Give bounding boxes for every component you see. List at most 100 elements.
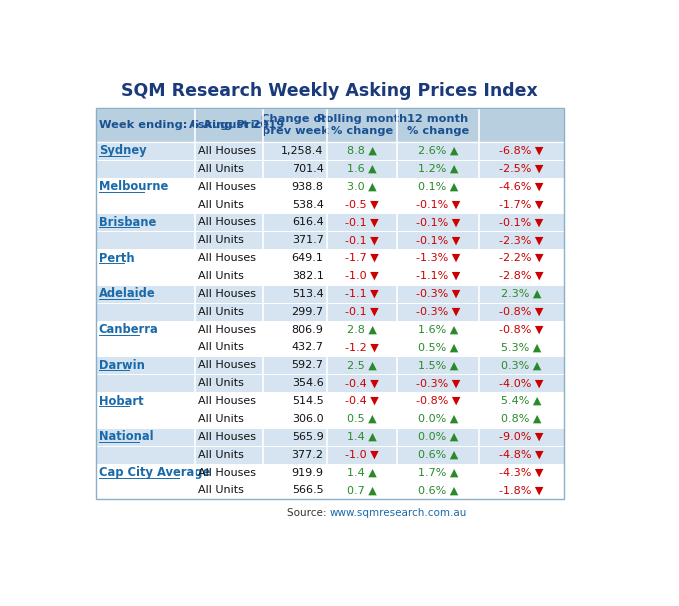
Text: 2.5 ▲: 2.5 ▲ — [347, 361, 377, 370]
Bar — [96, 249, 564, 267]
Text: 592.7: 592.7 — [291, 361, 324, 370]
Bar — [96, 356, 564, 375]
Text: -1.1% ▼: -1.1% ▼ — [416, 271, 460, 281]
Text: -2.5% ▼: -2.5% ▼ — [499, 164, 543, 174]
Text: 2.6% ▲: 2.6% ▲ — [418, 146, 458, 156]
Text: All Houses: All Houses — [198, 289, 256, 299]
Text: Cap City Average: Cap City Average — [99, 466, 210, 479]
Text: 0.0% ▲: 0.0% ▲ — [418, 414, 458, 424]
Text: All Houses: All Houses — [198, 146, 256, 156]
Text: -1.8% ▼: -1.8% ▼ — [499, 485, 543, 495]
Text: -0.5 ▼: -0.5 ▼ — [345, 199, 379, 210]
Text: -4.0% ▼: -4.0% ▼ — [499, 378, 543, 388]
Text: All Units: All Units — [198, 414, 244, 424]
Text: www.sqmresearch.com.au: www.sqmresearch.com.au — [330, 508, 467, 518]
Text: All Houses: All Houses — [198, 396, 256, 406]
Text: 0.6% ▲: 0.6% ▲ — [418, 450, 458, 459]
Text: -2.8% ▼: -2.8% ▼ — [499, 271, 543, 281]
Text: 538.4: 538.4 — [292, 199, 324, 210]
Text: -1.0 ▼: -1.0 ▼ — [345, 450, 379, 459]
Text: -1.0 ▼: -1.0 ▼ — [345, 271, 379, 281]
Text: 2.8 ▲: 2.8 ▲ — [347, 325, 377, 335]
Bar — [96, 108, 564, 142]
Text: 382.1: 382.1 — [292, 271, 324, 281]
Text: All Houses: All Houses — [198, 218, 256, 227]
Text: -0.1% ▼: -0.1% ▼ — [499, 218, 543, 227]
Text: -0.1 ▼: -0.1 ▼ — [345, 235, 379, 245]
Bar — [96, 392, 564, 410]
Text: -1.3% ▼: -1.3% ▼ — [416, 253, 460, 263]
Text: All Houses: All Houses — [198, 325, 256, 335]
Text: 1.4 ▲: 1.4 ▲ — [347, 467, 377, 478]
Text: All Units: All Units — [198, 164, 244, 174]
Bar — [96, 464, 564, 481]
Text: Darwin: Darwin — [99, 359, 145, 372]
Text: -0.1 ▼: -0.1 ▼ — [345, 307, 379, 317]
Text: -2.2% ▼: -2.2% ▼ — [499, 253, 543, 263]
Text: National: National — [99, 430, 153, 443]
Text: Change on
prev week: Change on prev week — [261, 115, 329, 136]
Text: -0.4 ▼: -0.4 ▼ — [345, 378, 379, 388]
Text: -1.1 ▼: -1.1 ▼ — [345, 289, 379, 299]
Text: All Houses: All Houses — [198, 182, 256, 191]
Text: 701.4: 701.4 — [292, 164, 324, 174]
Text: 371.7: 371.7 — [292, 235, 324, 245]
Text: 1.6% ▲: 1.6% ▲ — [418, 325, 458, 335]
Bar — [96, 428, 564, 445]
Text: All Houses: All Houses — [198, 467, 256, 478]
Text: 5.3% ▲: 5.3% ▲ — [501, 342, 541, 353]
Text: Asking Price: Asking Price — [189, 120, 269, 130]
Text: 616.4: 616.4 — [292, 218, 324, 227]
Text: All Units: All Units — [198, 450, 244, 459]
Text: -0.1% ▼: -0.1% ▼ — [416, 218, 460, 227]
Text: All Units: All Units — [198, 199, 244, 210]
Text: 649.1: 649.1 — [292, 253, 324, 263]
Text: All Units: All Units — [198, 342, 244, 353]
Text: All Units: All Units — [198, 378, 244, 388]
Bar — [96, 303, 564, 321]
Text: -0.8% ▼: -0.8% ▼ — [416, 396, 460, 406]
Text: 565.9: 565.9 — [292, 432, 324, 442]
Text: 1.2% ▲: 1.2% ▲ — [418, 164, 458, 174]
Text: Brisbane: Brisbane — [99, 216, 156, 229]
Text: All Units: All Units — [198, 485, 244, 495]
Text: -9.0% ▼: -9.0% ▼ — [499, 432, 543, 442]
Text: 0.6% ▲: 0.6% ▲ — [418, 485, 458, 495]
Text: 432.7: 432.7 — [291, 342, 324, 353]
Text: Canberra: Canberra — [99, 323, 159, 336]
Bar — [96, 267, 564, 285]
Text: 0.5% ▲: 0.5% ▲ — [418, 342, 458, 353]
Bar — [96, 375, 564, 392]
Text: 377.2: 377.2 — [291, 450, 324, 459]
Text: 299.7: 299.7 — [291, 307, 324, 317]
Text: 1.4 ▲: 1.4 ▲ — [347, 432, 377, 442]
Text: 5.4% ▲: 5.4% ▲ — [501, 396, 541, 406]
Text: 354.6: 354.6 — [292, 378, 324, 388]
Bar — [96, 339, 564, 356]
Text: All Houses: All Houses — [198, 253, 256, 263]
Text: 0.1% ▲: 0.1% ▲ — [418, 182, 458, 191]
Text: Melbourne: Melbourne — [99, 180, 168, 193]
Text: -0.8% ▼: -0.8% ▼ — [499, 307, 543, 317]
Text: 0.5 ▲: 0.5 ▲ — [347, 414, 377, 424]
Text: -4.8% ▼: -4.8% ▼ — [499, 450, 543, 459]
Text: 1.5% ▲: 1.5% ▲ — [418, 361, 458, 370]
Text: -1.7 ▼: -1.7 ▼ — [345, 253, 379, 263]
Text: -6.8% ▼: -6.8% ▼ — [499, 146, 543, 156]
Text: 2.3% ▲: 2.3% ▲ — [501, 289, 541, 299]
Text: 1.7% ▲: 1.7% ▲ — [418, 467, 458, 478]
Text: 0.0% ▲: 0.0% ▲ — [418, 432, 458, 442]
Text: 1,258.4: 1,258.4 — [281, 146, 324, 156]
Bar — [96, 481, 564, 499]
Text: 1.6 ▲: 1.6 ▲ — [347, 164, 377, 174]
Text: -0.1% ▼: -0.1% ▼ — [416, 235, 460, 245]
Text: Week ending: 6 August 2019: Week ending: 6 August 2019 — [99, 120, 284, 130]
Text: 306.0: 306.0 — [292, 414, 324, 424]
Text: -2.3% ▼: -2.3% ▼ — [499, 235, 543, 245]
Text: -0.3% ▼: -0.3% ▼ — [416, 289, 460, 299]
Text: All Units: All Units — [198, 235, 244, 245]
Bar — [96, 160, 564, 178]
Text: 513.4: 513.4 — [292, 289, 324, 299]
Bar — [96, 213, 564, 231]
Text: 0.8% ▲: 0.8% ▲ — [501, 414, 541, 424]
